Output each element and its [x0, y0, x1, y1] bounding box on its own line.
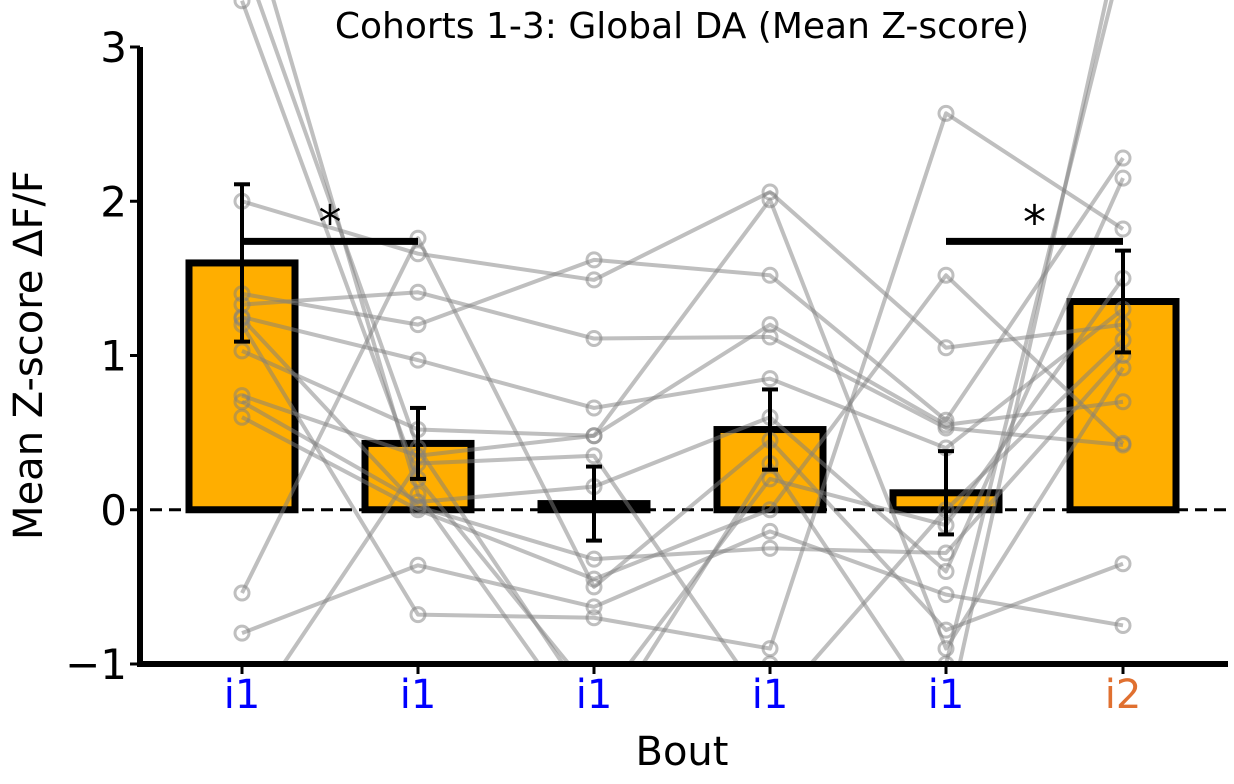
- individual-point: [1114, 555, 1132, 573]
- error-bars-group: [234, 182, 1131, 543]
- individual-point: [761, 539, 779, 557]
- chart-title: Cohorts 1-3: Global DA (Mean Z-score): [335, 6, 1029, 47]
- individual-point: [233, 584, 251, 602]
- individual-point: [937, 655, 955, 664]
- y-tick-label: 3: [100, 23, 127, 72]
- significance-star-1: *: [1023, 195, 1046, 249]
- individual-point: [585, 578, 603, 596]
- individual-point: [761, 316, 779, 334]
- x-tick-label: i1: [224, 672, 261, 718]
- individual-point: [1114, 169, 1132, 187]
- individual-point: [585, 598, 603, 616]
- y-axis-label: Mean Z-score ΔF/F: [6, 170, 52, 540]
- individual-point: [585, 251, 603, 269]
- individual-point: [585, 271, 603, 289]
- individual-trace-11: [240, 111, 1125, 651]
- individual-trace-6: [241, 177, 1125, 574]
- individual-point: [761, 328, 779, 346]
- individual-trace-9: [240, 236, 1124, 633]
- individual-point: [585, 447, 603, 465]
- x-tick-label: i2: [1105, 672, 1142, 718]
- individual-point: [233, 0, 251, 10]
- individual-point: [761, 522, 779, 540]
- individual-point: [937, 416, 955, 434]
- individual-point: [937, 266, 955, 284]
- individual-point: [233, 342, 251, 360]
- individual-trace-15: [281, 338, 1125, 664]
- individual-point: [585, 330, 603, 348]
- individual-point: [761, 191, 779, 209]
- individual-point: [1114, 359, 1132, 377]
- individual-point: [761, 655, 779, 664]
- individual-traces-group: [233, 0, 1132, 664]
- y-tick-label: 0: [100, 486, 127, 535]
- x-tick-label: i1: [400, 672, 437, 718]
- y-tick-label: −1: [65, 640, 127, 689]
- individual-trace-7: [241, 273, 1125, 582]
- tick-labels-group: −1 0 1 2 3 i1 i1 i1 i1 i1 i2: [65, 23, 1141, 718]
- individual-point: [1114, 434, 1132, 452]
- individual-point: [233, 624, 251, 642]
- individual-point: [585, 550, 603, 568]
- individual-point: [1114, 393, 1132, 411]
- individual-point: [761, 266, 779, 284]
- individual-trace-5: [241, 197, 1125, 651]
- individual-point: [585, 427, 603, 445]
- x-tick-label: i1: [752, 672, 789, 718]
- y-tick-label: 2: [100, 177, 127, 226]
- individual-trace-14: [240, 0, 1114, 664]
- individual-trace-4: [241, 322, 1124, 438]
- individual-trace-3: [241, 307, 1125, 451]
- individual-point: [1114, 220, 1132, 238]
- individual-point: [585, 399, 603, 417]
- individual-point: [1114, 149, 1132, 167]
- individual-point: [409, 351, 427, 369]
- x-axis-label: Bout: [636, 729, 729, 775]
- individual-point: [761, 501, 779, 519]
- x-tick-label: i1: [928, 672, 965, 718]
- individual-point: [761, 370, 779, 388]
- individual-point: [409, 283, 427, 301]
- y-tick-label: 1: [100, 332, 127, 381]
- individual-trace-1: [241, 156, 1125, 423]
- individual-trace-13: [271, 0, 1109, 664]
- significance-group: * *: [242, 195, 1123, 249]
- individual-point: [409, 606, 427, 624]
- individual-point: [937, 544, 955, 562]
- individual-point: [409, 316, 427, 334]
- individual-point: [585, 609, 603, 627]
- x-tick-label: i1: [576, 672, 613, 718]
- individual-point: [233, 408, 251, 426]
- individual-point: [409, 556, 427, 574]
- individual-trace-0: [241, 189, 1124, 350]
- individual-point: [937, 104, 955, 122]
- individual-point: [937, 562, 955, 580]
- individual-point: [937, 339, 955, 357]
- individual-point: [1114, 616, 1132, 634]
- individual-point: [937, 586, 955, 604]
- significance-star-0: *: [319, 195, 342, 249]
- individual-trace-8: [240, 317, 1125, 562]
